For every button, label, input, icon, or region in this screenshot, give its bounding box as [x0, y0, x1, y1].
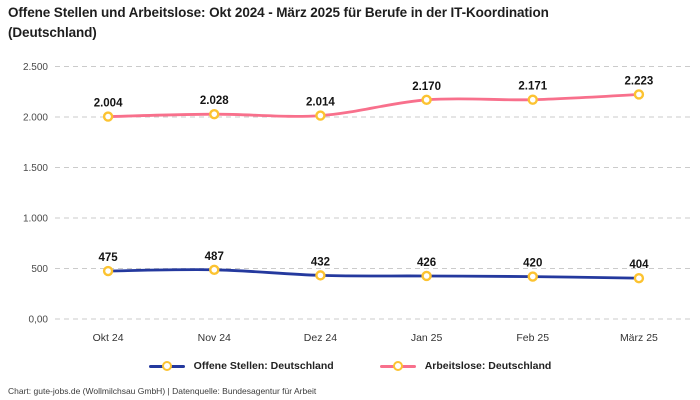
data-point-label: 487 [205, 251, 224, 263]
data-point-label: 2.014 [306, 97, 335, 109]
data-point-marker [633, 272, 645, 284]
data-point-marker [315, 270, 326, 281]
x-axis-tick-label: Feb 25 [516, 332, 549, 344]
y-axis-tick-label: 2.500 [23, 62, 48, 73]
chart-title: Offene Stellen und Arbeitslose: Okt 2024… [8, 5, 549, 41]
legend-ring-icon [392, 361, 403, 371]
data-point-label: 426 [417, 257, 436, 269]
legend-ring-icon [161, 361, 172, 371]
data-point-marker [102, 265, 114, 277]
legend-line-marker-icon [148, 361, 185, 371]
data-point-marker [527, 271, 538, 282]
y-axis-tick-label: 1.500 [23, 163, 48, 174]
data-point-marker [421, 94, 432, 106]
y-axis-tick-label: 1.000 [23, 214, 48, 225]
x-axis-tick-label: März 25 [620, 332, 658, 344]
x-axis-tick-label: Nov 24 [198, 332, 231, 344]
series-line [106, 268, 641, 280]
data-point-label: 2.171 [518, 81, 547, 93]
legend-label: Arbeitslose: Deutschland [424, 360, 552, 372]
data-point-label: 2.170 [412, 81, 441, 93]
data-point-label: 475 [98, 252, 118, 264]
series-line [106, 93, 641, 118]
data-point-marker [633, 89, 645, 100]
data-point-marker [421, 270, 432, 282]
data-point-label: 2.004 [94, 98, 123, 110]
data-point-marker [315, 110, 326, 121]
data-point-label: 2.028 [200, 95, 229, 107]
data-point-label: 2.223 [625, 75, 654, 87]
x-axis-tick-label: Dez 24 [304, 332, 337, 344]
legend-item: Arbeitslose: Deutschland [379, 360, 552, 372]
legend-line-marker-icon [379, 361, 416, 371]
data-point-marker [102, 111, 114, 122]
data-point-marker [527, 94, 538, 105]
y-axis-tick-label: 2.000 [23, 113, 48, 124]
y-axis-tick-label: 0,00 [29, 315, 49, 326]
chart-canvas: 0,00 500 1.000 1.500 2.000 2.500 Okt 24 Nov 24 D… [23, 62, 692, 344]
data-point-label: 420 [523, 258, 542, 270]
chart-legend: Offene Stellen: Deutschland Arbeitslose: … [0, 360, 700, 372]
data-point-marker [209, 264, 220, 276]
x-axis-tick-label: Jan 25 [411, 332, 443, 344]
y-axis-tick-label: 500 [31, 264, 48, 275]
data-point-marker [209, 108, 220, 120]
x-axis-tick-label: Okt 24 [93, 332, 124, 344]
legend-label: Offene Stellen: Deutschland [193, 360, 334, 372]
data-point-label: 432 [311, 256, 330, 268]
data-point-label: 404 [629, 259, 649, 271]
legend-item: Offene Stellen: Deutschland [148, 360, 334, 372]
source-footer: Chart: gute-jobs.de (Wollmilchsau GmbH) … [8, 386, 317, 396]
